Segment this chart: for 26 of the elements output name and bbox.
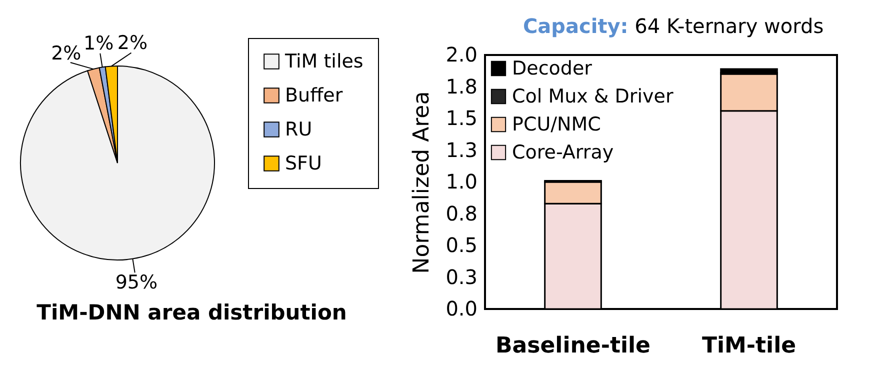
- chart-title: Capacity: 64 K-ternary words: [523, 14, 824, 38]
- legend-label: SFU: [285, 152, 322, 174]
- y-tick-label: 1.0: [446, 170, 478, 194]
- data-label: 1%: [83, 32, 114, 54]
- legend-label: PCU/NMC: [512, 114, 601, 136]
- x-tick-label: Baseline-tile: [496, 334, 650, 358]
- x-tick-label: TiM-tile: [702, 334, 796, 358]
- y-tick-label: 0.8: [446, 201, 478, 226]
- data-label: 2%: [51, 42, 82, 64]
- y-tick-label: 1.3: [446, 138, 478, 162]
- y-tick-label: 0.3: [446, 264, 478, 289]
- text: TiM-DNN area distribution: [36, 300, 347, 325]
- legend-label: Core-Array: [512, 142, 614, 164]
- legend-label: Col Mux & Driver: [512, 86, 674, 108]
- y-tick-label: 1.8: [446, 74, 478, 98]
- legend-label: TiM tiles: [284, 50, 364, 72]
- y-tick-label: 0.0: [446, 296, 478, 320]
- y-tick-label: 0.5: [446, 233, 478, 257]
- legend-label: Buffer: [285, 84, 343, 106]
- y-tick-label: 2.0: [446, 42, 478, 66]
- data-label: 95%: [115, 272, 158, 294]
- legend-label: RU: [285, 118, 312, 140]
- legend-label: Decoder: [512, 58, 592, 80]
- y-axis-title: Normalized Area: [410, 91, 435, 274]
- data-label: 2%: [117, 32, 148, 54]
- y-tick-label: 1.5: [446, 106, 478, 130]
